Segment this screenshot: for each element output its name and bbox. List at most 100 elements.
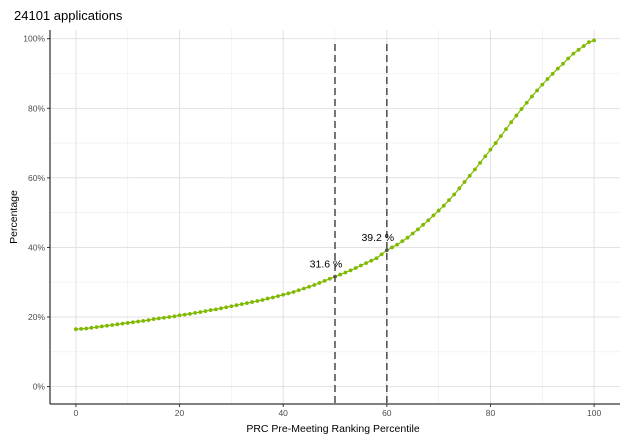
data-point: [177, 313, 182, 318]
data-point: [410, 231, 415, 236]
data-point: [182, 312, 187, 317]
data-point: [193, 310, 197, 315]
data-point: [110, 323, 115, 327]
y-tick-label: 60%: [28, 173, 45, 183]
data-point: [400, 239, 405, 244]
data-point: [302, 286, 306, 291]
x-tick-label: 100: [587, 408, 601, 418]
data-point: [504, 127, 508, 132]
data-point: [94, 325, 99, 330]
data-point: [198, 310, 203, 315]
data-point: [146, 318, 151, 323]
x-axis-label: PRC Pre-Meeting Ranking Percentile: [246, 423, 419, 435]
data-point: [208, 308, 213, 312]
data-point: [89, 325, 94, 330]
data-point: [281, 292, 286, 297]
data-point: [156, 316, 161, 321]
data-point: [167, 315, 172, 319]
data-point: [493, 141, 498, 145]
data-point: [421, 222, 425, 227]
data-point: [483, 154, 488, 159]
data-point: [317, 281, 322, 285]
data-point: [255, 299, 260, 303]
data-point: [265, 296, 270, 301]
y-tick-label: 80%: [28, 103, 45, 113]
data-point: [296, 288, 301, 293]
data-point: [348, 268, 353, 273]
data-point: [99, 324, 104, 329]
data-point: [576, 47, 581, 52]
data-point: [374, 256, 379, 261]
data-point: [234, 303, 239, 308]
data-point: [364, 261, 368, 265]
data-point: [322, 278, 327, 283]
data-point: [457, 186, 462, 191]
data-point: [151, 317, 156, 322]
data-point: [115, 322, 120, 327]
data-point: [390, 245, 394, 250]
data-point: [369, 258, 374, 263]
data-point: [224, 305, 229, 310]
data-point: [581, 44, 586, 48]
data-point: [555, 66, 560, 71]
data-point: [436, 208, 441, 213]
data-point: [359, 263, 363, 268]
data-point: [125, 321, 130, 325]
data-point: [550, 71, 555, 76]
data-point: [172, 314, 177, 319]
data-point: [462, 180, 467, 184]
data-point: [426, 218, 431, 223]
annotations: 31.6 % 39.2 %: [310, 232, 394, 279]
x-tick-label: 0: [74, 408, 79, 418]
reference-lines: [334, 44, 388, 404]
data-point: [276, 294, 280, 299]
data-point: [540, 82, 545, 87]
chart-title: 24101 applications: [14, 8, 123, 23]
data-point: [307, 284, 311, 289]
annotation-marker: [333, 274, 337, 279]
data-point: [188, 311, 192, 316]
data-point: [203, 309, 208, 314]
annotation-marker: [385, 248, 389, 253]
data-point: [270, 295, 275, 300]
data-point: [260, 298, 265, 302]
data-point: [509, 120, 514, 125]
data-point: [74, 327, 78, 332]
data-point: [545, 77, 550, 81]
data-point: [120, 321, 125, 326]
annotation-label: 31.6 %: [310, 259, 343, 271]
data-point: [327, 276, 332, 281]
x-tick-label: 40: [278, 408, 288, 418]
x-tick-label: 60: [382, 408, 392, 418]
data-point: [488, 147, 493, 152]
data-point: [447, 198, 451, 203]
data-point: [219, 306, 223, 311]
data-point: [519, 107, 524, 111]
data-point: [136, 319, 140, 324]
data-point: [514, 113, 519, 118]
y-tick-label: 40%: [28, 242, 45, 252]
data-point: [441, 203, 446, 208]
x-tick-label: 80: [486, 408, 496, 418]
data-point: [498, 134, 503, 139]
data-point: [405, 235, 410, 240]
data-point: [239, 302, 244, 307]
data-point: [587, 40, 591, 45]
data-point: [416, 227, 420, 232]
data-point: [473, 167, 477, 172]
data-point: [353, 266, 358, 270]
data-point: [524, 100, 529, 105]
data-point: [291, 290, 296, 294]
x-axis-ticks: 0 20 40 60 80 100: [74, 404, 601, 418]
data-point: [131, 320, 135, 325]
data-point: [530, 94, 534, 99]
data-point: [566, 56, 571, 61]
data-point: [245, 301, 249, 306]
data-point: [286, 291, 291, 296]
data-point: [478, 161, 482, 165]
data-point: [571, 51, 576, 56]
data-point: [452, 192, 457, 197]
data-point: [229, 304, 234, 309]
data-point: [379, 252, 384, 257]
